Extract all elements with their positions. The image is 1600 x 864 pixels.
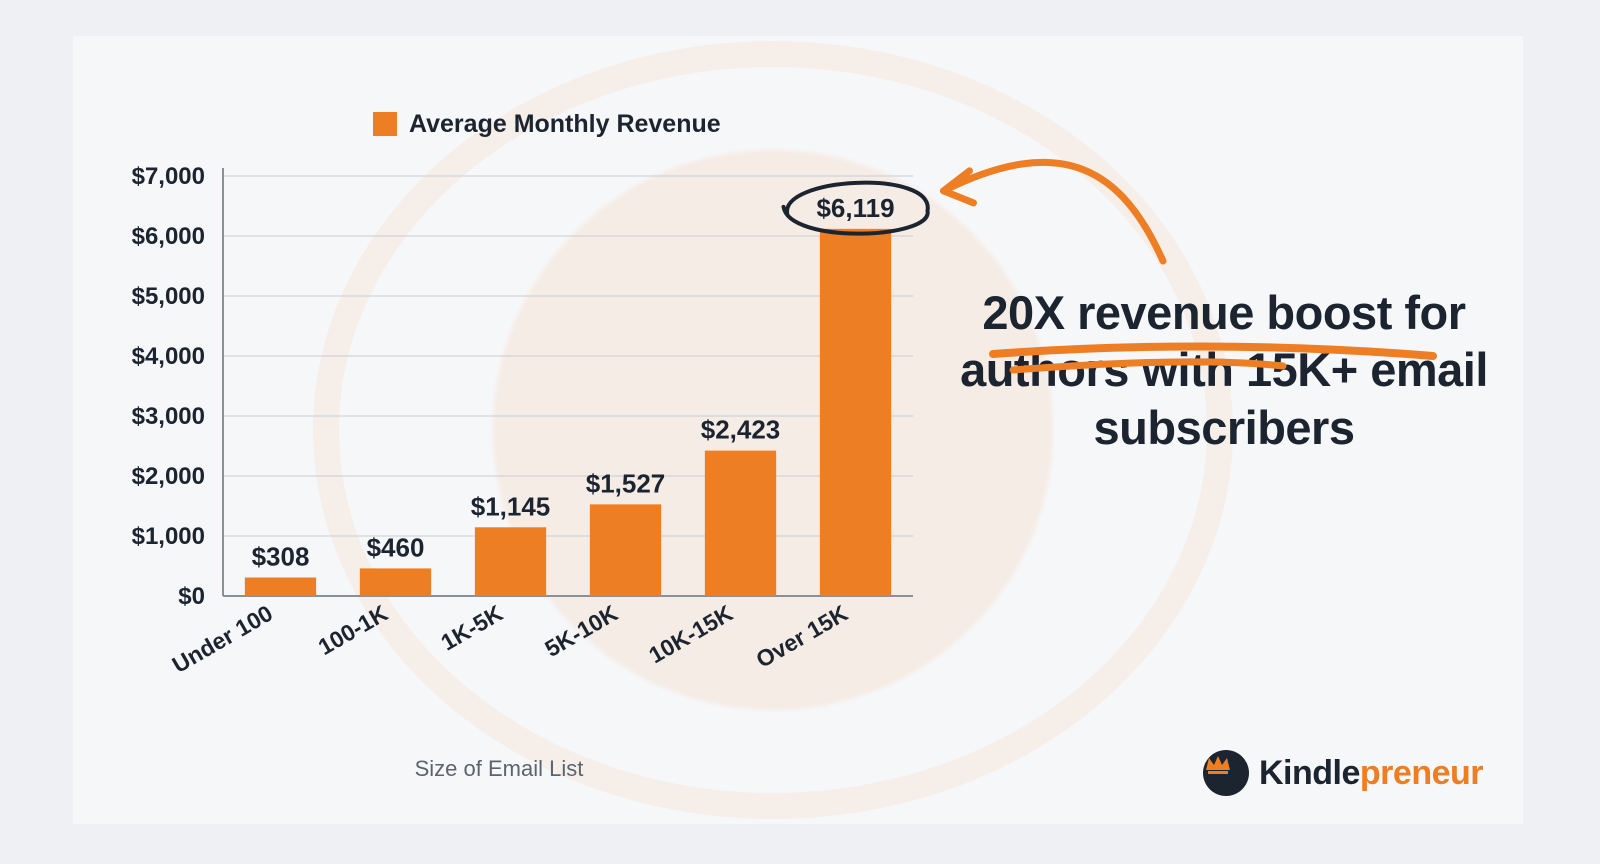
- brand-name-part2: preneur: [1360, 754, 1483, 792]
- x-category-label: 1K-5K: [436, 600, 507, 656]
- crown-icon: [1203, 750, 1249, 796]
- legend-label: Average Monthly Revenue: [409, 110, 721, 138]
- y-tick-label: $6,000: [132, 223, 205, 250]
- x-category-label: 5K-10K: [540, 600, 622, 662]
- bar: [245, 578, 316, 596]
- x-category-label: 100-1K: [314, 600, 393, 660]
- bar-value-label: $6,119: [816, 193, 894, 223]
- brand-logo: Kindlepreneur: [1203, 750, 1483, 796]
- bar-value-label: $460: [367, 532, 425, 562]
- y-tick-label: $1,000: [132, 523, 205, 550]
- brand-name: Kindlepreneur: [1259, 754, 1483, 793]
- bar-value-label: $308: [252, 542, 310, 572]
- y-tick-label: $5,000: [132, 283, 205, 310]
- legend-swatch: [373, 112, 397, 136]
- bar: [360, 568, 431, 596]
- chart-card: $0 $1,000 $2,000 $3,000 $4,000 $5,000 $6,000 $7…: [73, 36, 1523, 824]
- x-category-label: Under 100: [168, 600, 277, 678]
- x-category-label: 10K-15K: [644, 600, 737, 669]
- brand-name-part1: Kindle: [1259, 754, 1360, 792]
- bar: [705, 451, 776, 596]
- bar: [590, 504, 661, 596]
- bar-value-label: $1,145: [471, 491, 551, 521]
- bar-value-label: $1,527: [586, 468, 666, 498]
- y-tick-label: $0: [178, 583, 205, 610]
- y-tick-label: $4,000: [132, 343, 205, 370]
- bar: [475, 527, 546, 596]
- bar-value-label: $2,423: [701, 415, 781, 445]
- x-axis-title: Size of Email List: [415, 756, 584, 781]
- y-tick-label: $7,000: [132, 163, 205, 190]
- y-tick-label: $3,000: [132, 403, 205, 430]
- callout-arrow: [944, 162, 1164, 261]
- bar: [820, 229, 891, 596]
- y-tick-label: $2,000: [132, 463, 205, 490]
- callout-text: 20X revenue boost for authors with 15K+ …: [929, 284, 1519, 456]
- x-category-label: Over 15K: [752, 600, 853, 673]
